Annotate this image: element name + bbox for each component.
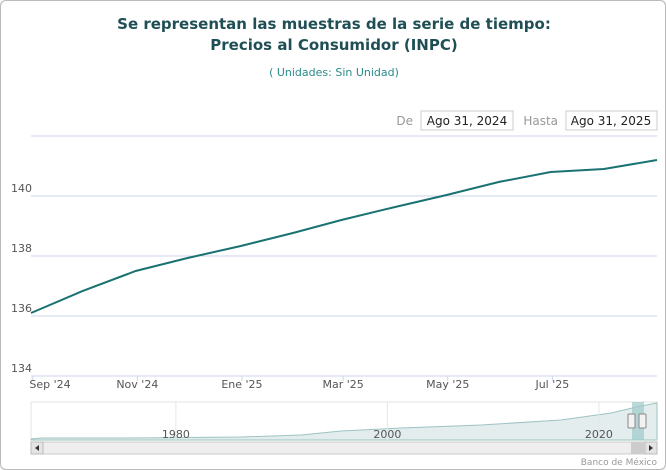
- navigator-tick-label: 2020: [585, 428, 613, 441]
- y-tick-label: 134: [11, 362, 32, 375]
- scroll-thumb[interactable]: [631, 442, 645, 454]
- subtitle: ( Unidades: Sin Unidad): [269, 66, 399, 79]
- navigator-series: [30, 402, 658, 441]
- from-date[interactable]: Ago 31, 2024: [427, 114, 507, 128]
- title-line-2: Precios al Consumidor (INPC): [210, 36, 457, 54]
- x-tick-label: Nov '24: [116, 378, 158, 391]
- navigator-handle[interactable]: [638, 413, 647, 429]
- y-tick-label: 136: [11, 302, 32, 315]
- credit: Banco de México: [581, 457, 658, 468]
- y-tick-label: 138: [11, 242, 32, 255]
- from-label: De: [396, 114, 413, 128]
- navigator-tick-label: 2000: [373, 428, 401, 441]
- y-tick-label: 140: [11, 182, 32, 195]
- x-tick-label: Ene '25: [221, 378, 262, 391]
- to-date[interactable]: Ago 31, 2025: [571, 114, 651, 128]
- x-tick-label: Mar '25: [323, 378, 364, 391]
- x-tick-label: Jul '25: [534, 378, 569, 391]
- navigator-selection[interactable]: [632, 402, 644, 440]
- from-input[interactable]: [420, 110, 514, 131]
- to-label: Hasta: [523, 114, 558, 128]
- scrollbar[interactable]: [30, 441, 658, 455]
- x-tick-label: May '25: [426, 378, 469, 391]
- arrow: [35, 445, 39, 451]
- arrow: [649, 445, 653, 451]
- navigator-tick-label: 1980: [162, 428, 190, 441]
- navigator-handle[interactable]: [627, 413, 636, 429]
- title-line-1: Se representan las muestras de la serie …: [117, 15, 551, 33]
- series-line: [30, 159, 658, 314]
- to-input[interactable]: [565, 110, 658, 131]
- x-tick-label: Sep '24: [29, 378, 70, 391]
